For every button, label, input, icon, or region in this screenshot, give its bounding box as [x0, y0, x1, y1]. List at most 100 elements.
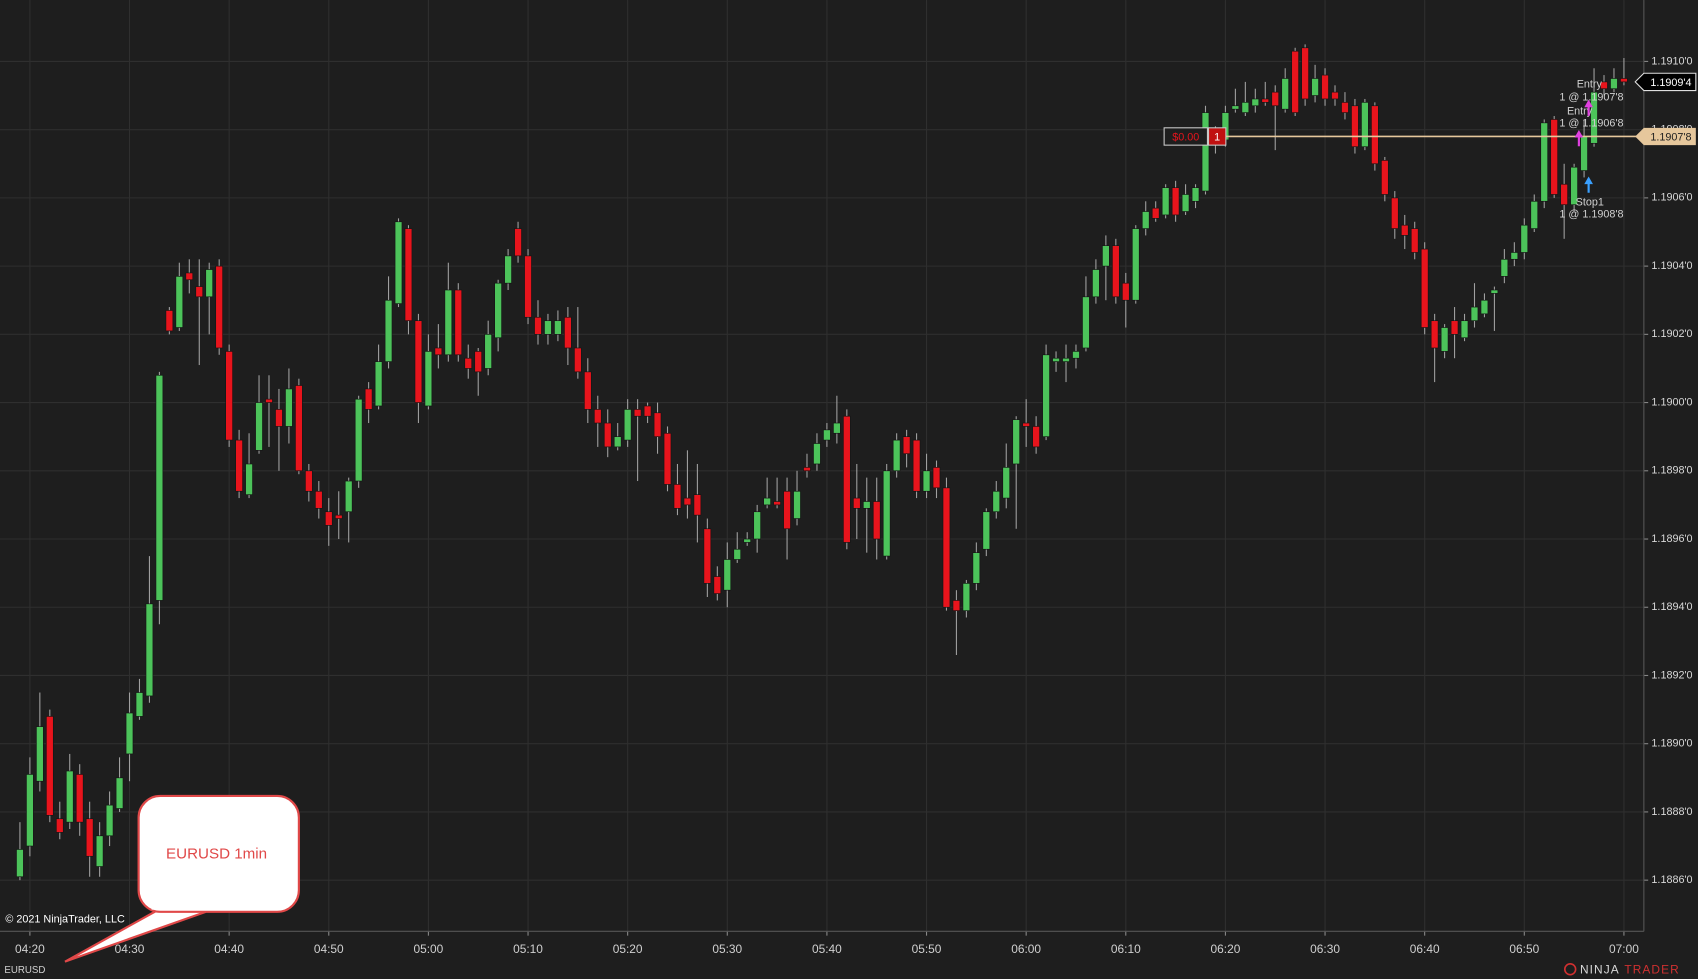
candle-body: [1570, 166, 1578, 206]
candle-body: [125, 712, 134, 755]
candle-body: [703, 528, 712, 584]
candle-body: [175, 276, 184, 328]
candle-body: [354, 398, 363, 482]
candle-body: [1241, 102, 1250, 113]
candle-body: [1231, 105, 1240, 110]
candle-body: [972, 552, 981, 584]
pnl-text: $0.00: [1172, 131, 1199, 143]
candle-body: [454, 289, 463, 356]
candle-body: [843, 415, 851, 543]
candle-body: [554, 320, 562, 335]
candle-body: [584, 371, 592, 410]
candle-body: [215, 265, 223, 349]
candle-body: [494, 282, 502, 339]
y-tick-label: 1.1886'0: [1651, 874, 1692, 886]
candle-body: [95, 835, 104, 867]
candle-body: [1550, 119, 1558, 195]
candle-body: [524, 255, 532, 318]
x-tick-label: 06:50: [1509, 942, 1539, 956]
candle-body: [1331, 91, 1339, 100]
candle-body: [265, 398, 273, 403]
candle-body: [1371, 105, 1379, 165]
candle-body: [763, 497, 771, 506]
x-tick-label: 04:40: [214, 942, 244, 956]
candle-body: [315, 490, 323, 509]
candle-body: [962, 583, 971, 611]
candle-body: [793, 490, 801, 519]
candle-body: [1490, 289, 1499, 294]
copyright: © 2021 NinjaTrader, LLC: [5, 913, 125, 925]
y-tick-label: 1.1888'0: [1651, 806, 1692, 818]
candle-body: [1420, 248, 1429, 328]
candle-body: [275, 409, 283, 427]
candle-body: [235, 439, 243, 492]
candle-body: [1500, 258, 1509, 277]
x-tick-label: 06:20: [1211, 942, 1241, 956]
candle-body: [882, 470, 891, 557]
candle-body: [1092, 269, 1100, 298]
candle-body: [1131, 228, 1140, 301]
order-label: 1 @ 1.1906'8: [1559, 117, 1623, 129]
y-tick-label: 1.1904'0: [1651, 260, 1692, 272]
candle-body: [155, 374, 164, 601]
candle-body: [394, 221, 403, 304]
candle-body: [693, 494, 702, 516]
candle-body: [1102, 245, 1110, 267]
instrument-label: EURUSD: [4, 965, 45, 976]
logo-icon: [1563, 963, 1577, 976]
candle-body: [1181, 194, 1190, 212]
x-tick-label: 04:50: [314, 942, 344, 956]
candle-body: [643, 405, 652, 417]
candle-body: [773, 501, 781, 506]
candle-body: [1301, 47, 1309, 100]
candle-body: [872, 501, 881, 540]
candle-body: [1032, 426, 1040, 448]
candle-body: [733, 548, 742, 560]
order-arrows: [1574, 99, 1593, 193]
candle-body: [504, 255, 512, 284]
candle-body: [105, 804, 114, 837]
current-price-marker: [1634, 72, 1697, 92]
y-tick-label: 1.1910'0: [1651, 55, 1692, 67]
order-name: Entry: [1567, 105, 1593, 117]
x-tick-label: 06:30: [1310, 942, 1340, 956]
candle-body: [474, 351, 483, 373]
candle-body: [285, 388, 293, 427]
candle-body: [952, 600, 961, 611]
candle-body: [1620, 78, 1628, 83]
candle-body: [334, 514, 343, 519]
candle-body: [36, 726, 44, 782]
x-tick-label: 05:10: [513, 942, 543, 956]
x-tick-label: 05:50: [912, 942, 942, 956]
candle-body: [1510, 252, 1519, 260]
candle-body: [912, 439, 921, 492]
candle-body: [1430, 320, 1439, 349]
candles: [16, 44, 1628, 881]
candle-body: [942, 487, 951, 608]
candle-body: [1062, 357, 1070, 362]
candle-body: [603, 422, 612, 448]
candle-body: [803, 467, 811, 472]
candle-body: [892, 439, 901, 472]
candle-body: [85, 818, 94, 857]
candle-body: [1161, 187, 1170, 216]
candle-body: [1291, 50, 1299, 113]
candle-body: [1470, 306, 1479, 322]
x-tick-label: 07:00: [1609, 942, 1639, 956]
candle-body: [534, 316, 542, 335]
candle-body: [564, 316, 572, 349]
candle-body: [145, 603, 154, 697]
candle-body: [295, 385, 303, 472]
candle-body: [862, 501, 871, 509]
candle-body: [115, 777, 124, 809]
x-tick-label: 04:20: [15, 942, 45, 956]
x-tick-label: 05:00: [414, 942, 444, 956]
logo-ninja: NINJA: [1580, 962, 1620, 976]
candle-body: [1351, 105, 1359, 148]
candle-body: [404, 228, 413, 322]
candle-body: [1400, 224, 1409, 236]
candle-body: [1450, 320, 1459, 335]
candle-body: [833, 422, 841, 434]
candle-body: [1151, 207, 1160, 219]
